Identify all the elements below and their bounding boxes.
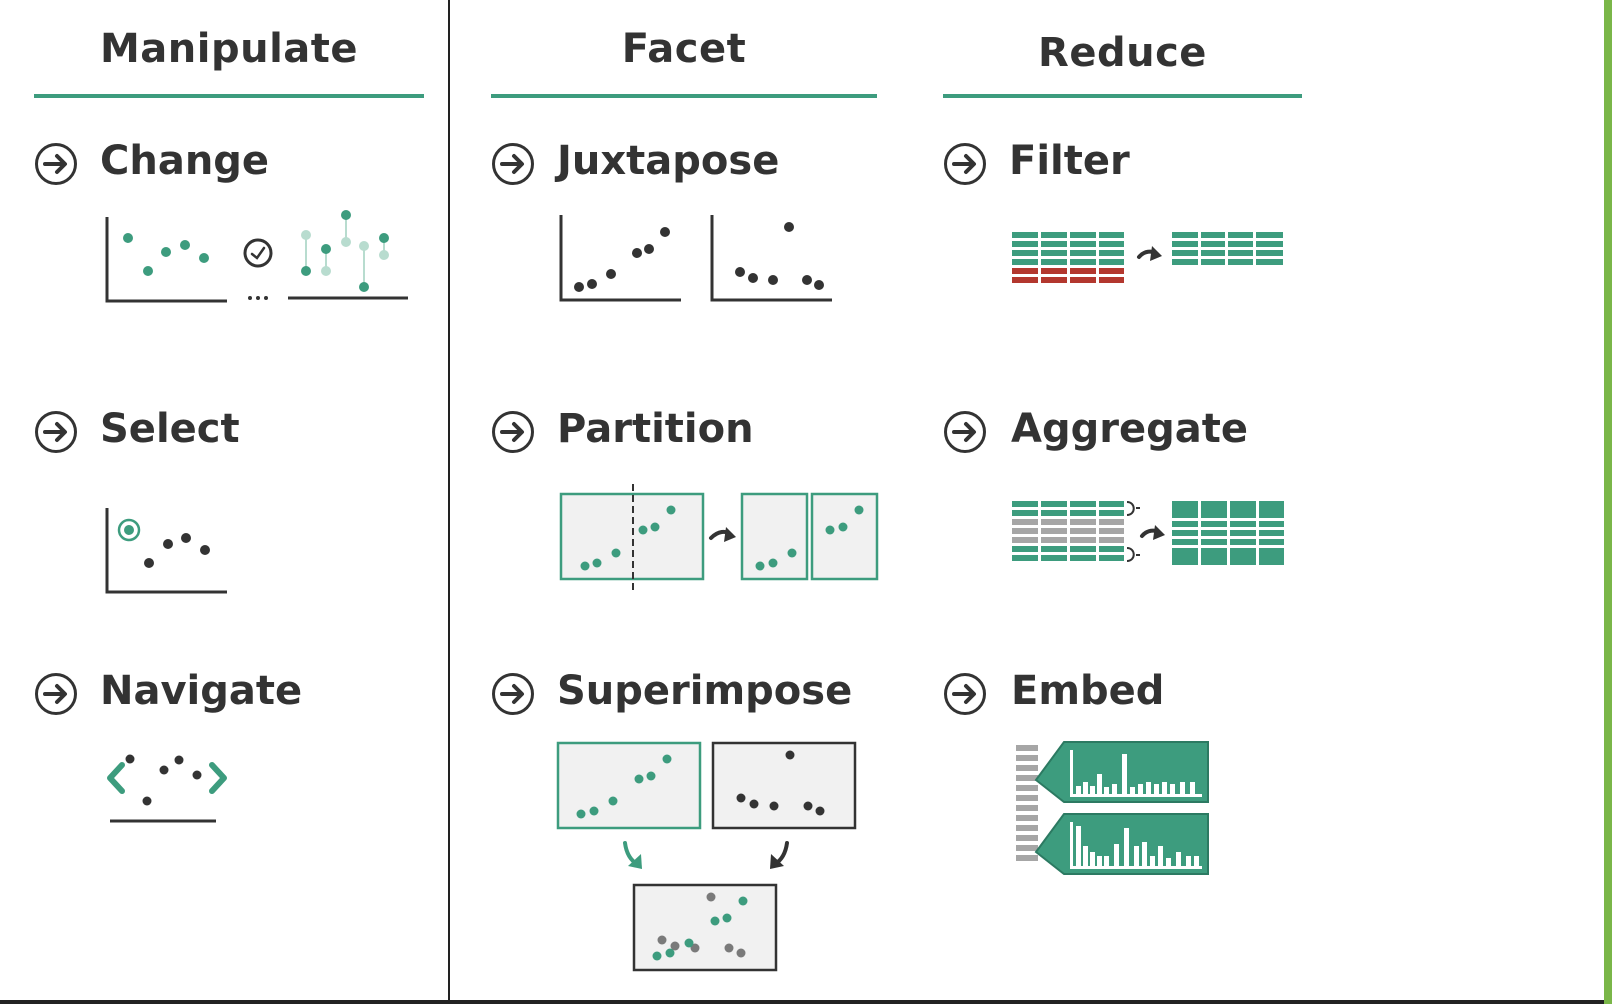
column-underline-facet — [491, 94, 877, 98]
column-underline-reduce — [943, 94, 1302, 98]
partition-illustration — [559, 484, 879, 590]
column-title-reduce: Reduce — [1038, 30, 1207, 76]
right-edge-bar — [1604, 0, 1612, 1004]
filter-illustration — [1012, 230, 1283, 286]
column-title-manipulate: Manipulate — [99, 26, 359, 72]
aggregate-illustration — [1012, 498, 1284, 568]
arrow-circle-icon[interactable] — [943, 410, 987, 454]
change-illustration — [105, 210, 408, 303]
select-illustration — [105, 508, 227, 594]
arrow-circle-icon[interactable] — [34, 672, 78, 716]
item-select[interactable]: Select — [100, 406, 240, 452]
clock-icon — [243, 238, 273, 268]
embed-illustration — [1016, 741, 1209, 875]
item-aggregate[interactable]: Aggregate — [1011, 406, 1248, 452]
item-juxtapose[interactable]: Juxtapose — [557, 138, 780, 184]
item-superimpose[interactable]: Superimpose — [557, 668, 853, 714]
bottom-border — [0, 1000, 1612, 1004]
arrow-circle-icon[interactable] — [34, 142, 78, 186]
arrow-circle-icon[interactable] — [943, 672, 987, 716]
arrow-circle-icon[interactable] — [491, 142, 535, 186]
arrow-circle-icon[interactable] — [34, 410, 78, 454]
item-change[interactable]: Change — [100, 138, 270, 184]
column-divider — [448, 0, 450, 1004]
arrow-circle-icon[interactable] — [491, 410, 535, 454]
column-title-facet: Facet — [621, 26, 747, 72]
item-filter[interactable]: Filter — [1009, 138, 1130, 184]
arrow-circle-icon[interactable] — [491, 672, 535, 716]
item-embed[interactable]: Embed — [1011, 668, 1165, 714]
navigate-illustration — [107, 754, 227, 823]
juxtapose-illustration — [559, 215, 832, 302]
item-navigate[interactable]: Navigate — [100, 668, 303, 714]
column-underline-manipulate — [34, 94, 424, 98]
superimpose-illustration — [556, 741, 857, 972]
arrow-circle-icon[interactable] — [943, 142, 987, 186]
item-partition[interactable]: Partition — [557, 406, 754, 452]
